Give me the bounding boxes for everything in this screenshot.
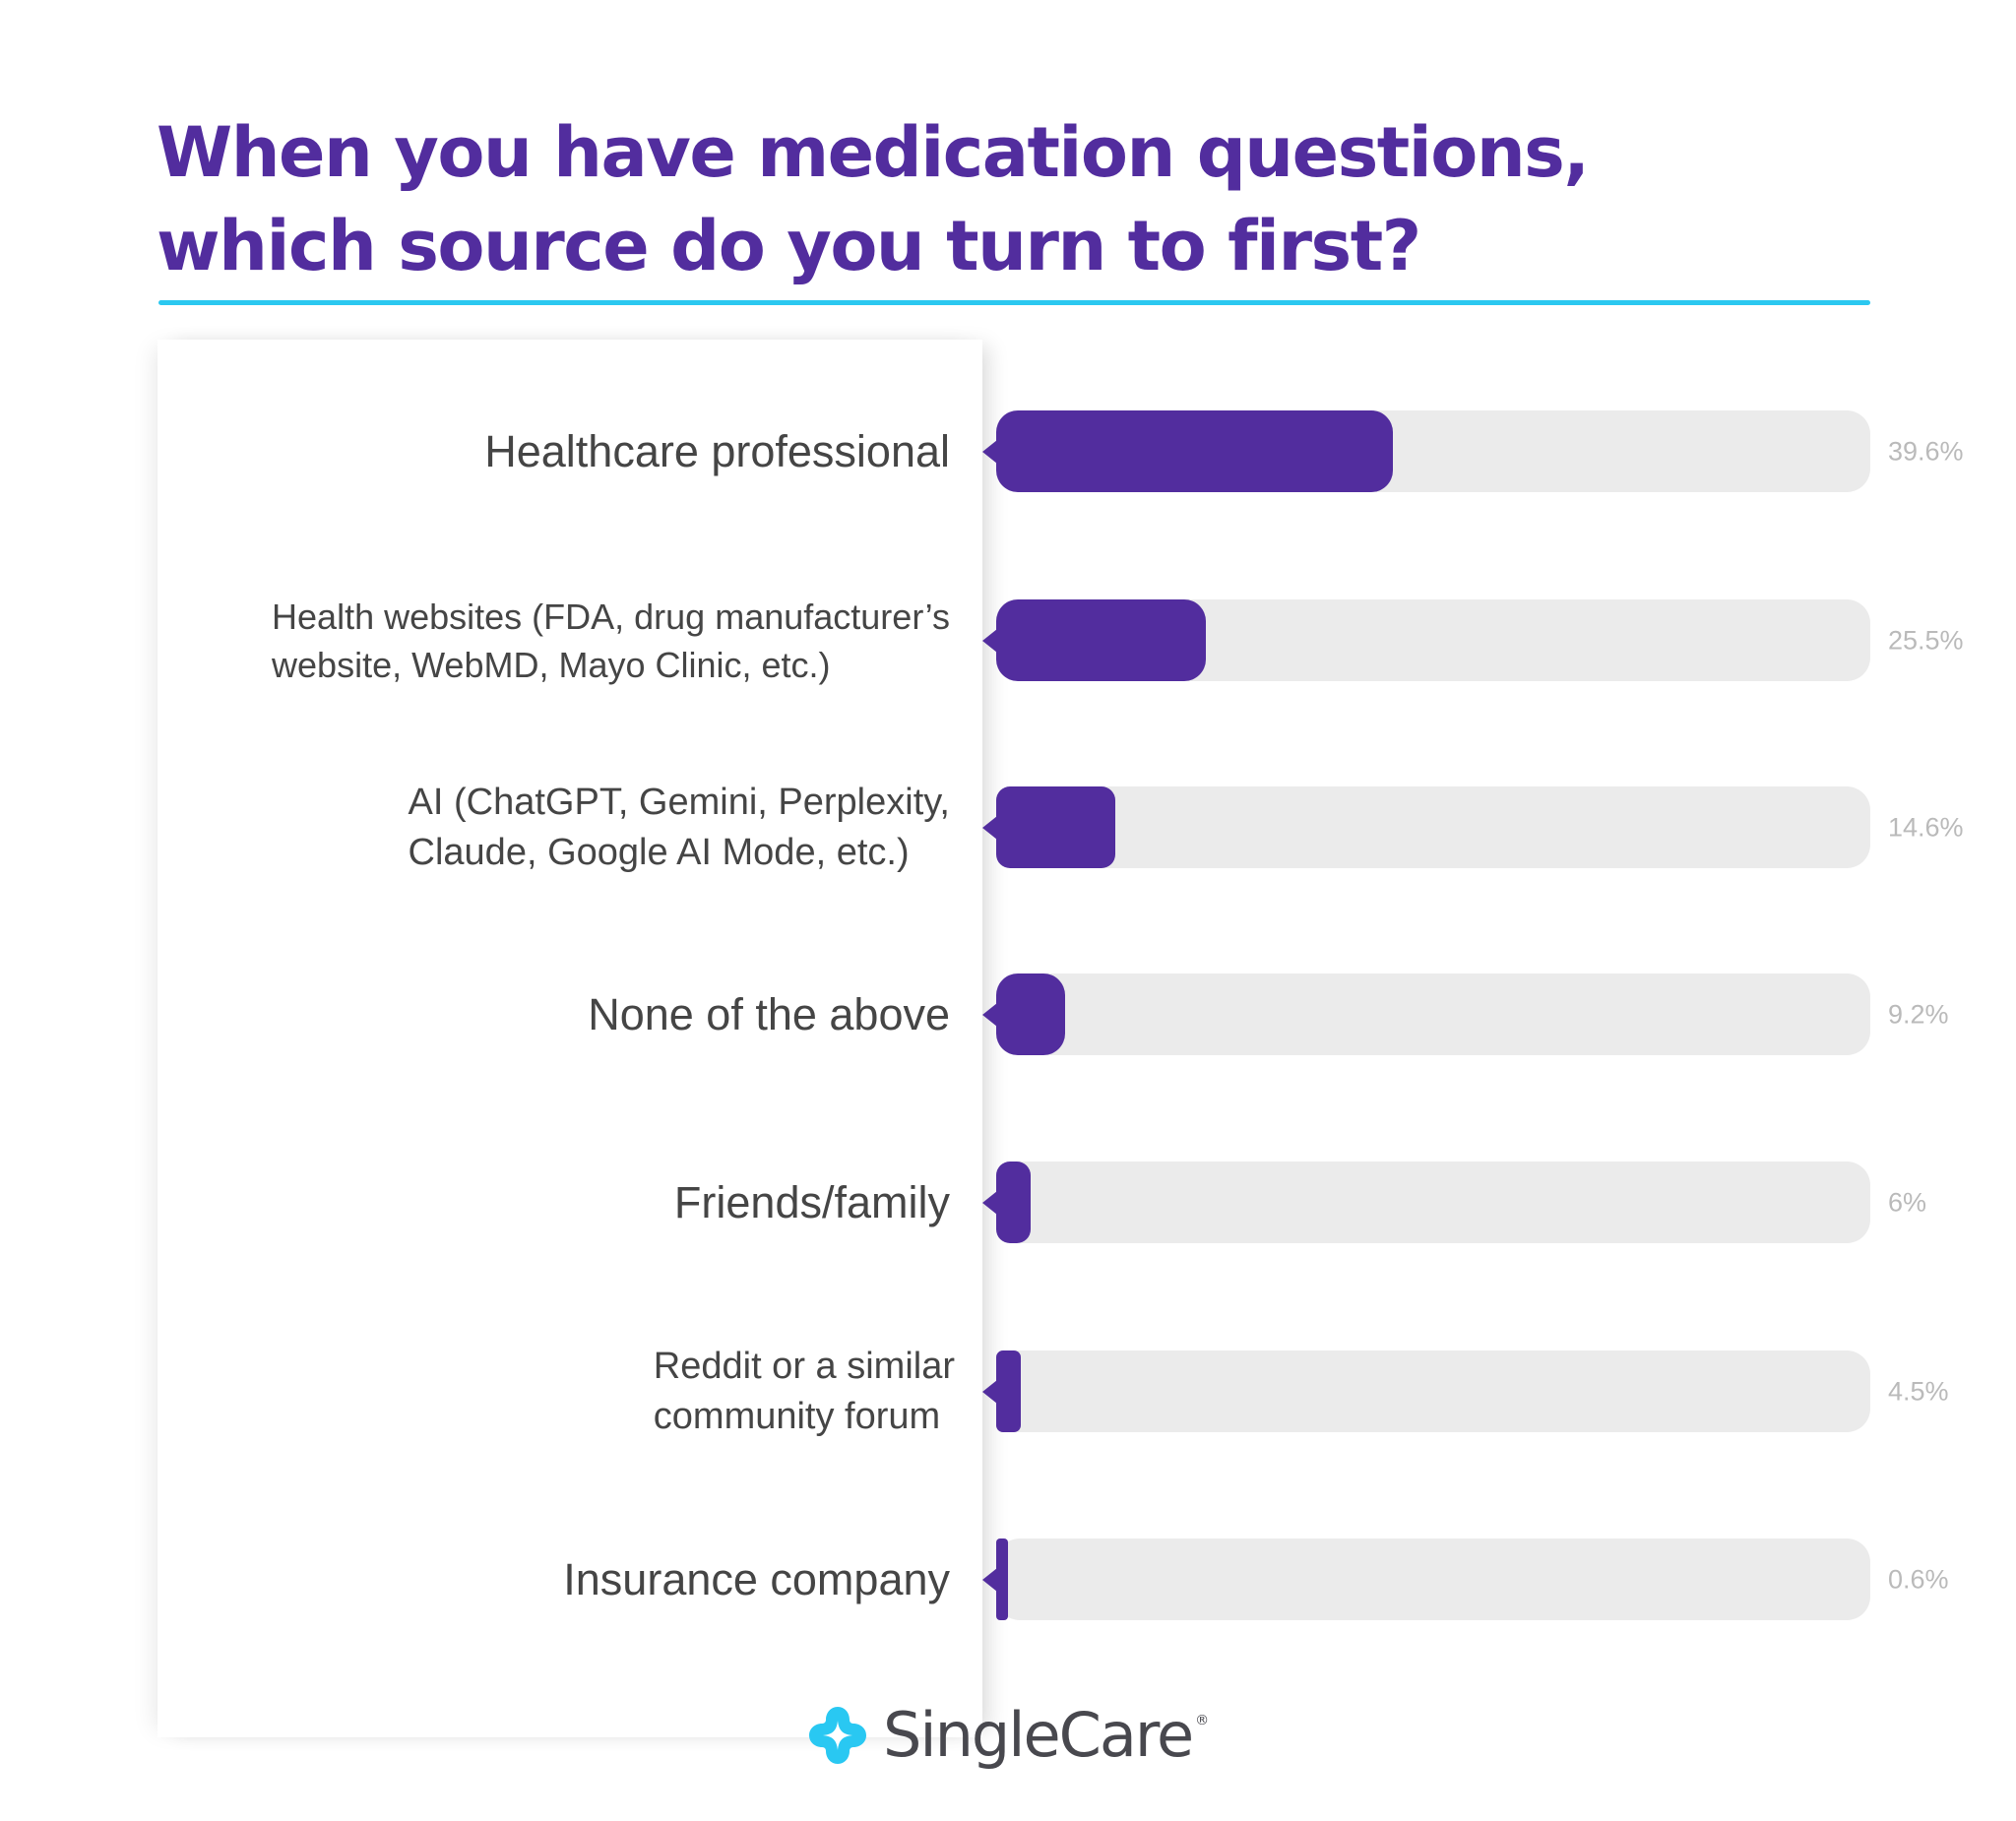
bar-fill <box>996 1538 1008 1620</box>
bar-track <box>996 786 1870 868</box>
chart-title-line-1: When you have medication questions, <box>157 112 1590 193</box>
chart-row-reddit: Reddit or a similar community forum 4.5% <box>0 1346 2016 1437</box>
row-label: Health websites (FDA, drug manufacturer’… <box>272 593 950 689</box>
chart-row-health-websites: Health websites (FDA, drug manufacturer’… <box>0 597 2016 685</box>
singlecare-cross-icon <box>809 1707 866 1764</box>
chart-row-friends-family: Friends/family 6% <box>0 1162 2016 1243</box>
labels-panel <box>158 340 982 1737</box>
bar-pointer-icon <box>982 1380 997 1404</box>
bar-pointer-icon <box>982 816 997 840</box>
bar-track <box>996 1538 1870 1620</box>
chart-row-insurance-company: Insurance company 0.6% <box>0 1538 2016 1620</box>
bar-pointer-icon <box>982 1003 997 1027</box>
bar-value: 0.6% <box>1888 1564 1949 1594</box>
row-label-line-1: Health websites (FDA, drug manufacturer’… <box>272 596 950 637</box>
bar-value: 9.2% <box>1888 999 1949 1029</box>
row-label: Friends/family <box>673 1176 950 1227</box>
row-label: Reddit or a similar community forum <box>654 1342 955 1442</box>
chart-title: When you have medication questions, whic… <box>157 106 1830 293</box>
row-label: AI (ChatGPT, Gemini, Perplexity, Claude,… <box>409 778 950 878</box>
bar-fill <box>996 599 1206 681</box>
row-label-line-1: AI (ChatGPT, Gemini, Perplexity, <box>408 781 950 823</box>
row-label: None of the above <box>588 988 950 1039</box>
chart-row-ai: AI (ChatGPT, Gemini, Perplexity, Claude,… <box>0 782 2016 873</box>
row-label-line-1: Reddit or a similar <box>653 1345 955 1387</box>
bar-track <box>996 1162 1870 1243</box>
row-label: Healthcare professional <box>484 425 950 476</box>
bar-track <box>996 1350 1870 1432</box>
bar-value: 39.6% <box>1888 436 1964 466</box>
bar-value: 6% <box>1888 1187 1927 1217</box>
chart-title-line-2: which source do you turn to first? <box>157 206 1421 286</box>
bar-pointer-icon <box>982 1568 997 1592</box>
chart-row-healthcare-professional: Healthcare professional 39.6% <box>0 410 2016 492</box>
row-label: Insurance company <box>563 1553 950 1604</box>
row-label-line-2: website, WebMD, Mayo Clinic, etc.) <box>272 644 831 685</box>
row-label-line-2: Claude, Google AI Mode, etc.) <box>408 831 910 873</box>
bar-pointer-icon <box>982 629 997 653</box>
bar-fill <box>996 410 1393 492</box>
bar-fill <box>996 973 1065 1055</box>
title-divider <box>158 300 1870 305</box>
bar-value: 4.5% <box>1888 1376 1949 1406</box>
bar-pointer-icon <box>982 440 997 464</box>
bar-fill <box>996 1162 1031 1243</box>
singlecare-logo: SingleCare ® <box>809 1705 1209 1766</box>
registered-mark: ® <box>1195 1713 1210 1728</box>
bar-pointer-icon <box>982 1191 997 1215</box>
bar-value: 25.5% <box>1888 625 1964 655</box>
bar-track <box>996 973 1870 1055</box>
bar-fill <box>996 1350 1021 1432</box>
bar-fill <box>996 786 1115 868</box>
chart-row-none-of-the-above: None of the above 9.2% <box>0 973 2016 1055</box>
row-label-line-2: community forum <box>653 1395 941 1437</box>
logo-wordmark: SingleCare <box>883 1699 1194 1771</box>
bar-value: 14.6% <box>1888 812 1964 842</box>
